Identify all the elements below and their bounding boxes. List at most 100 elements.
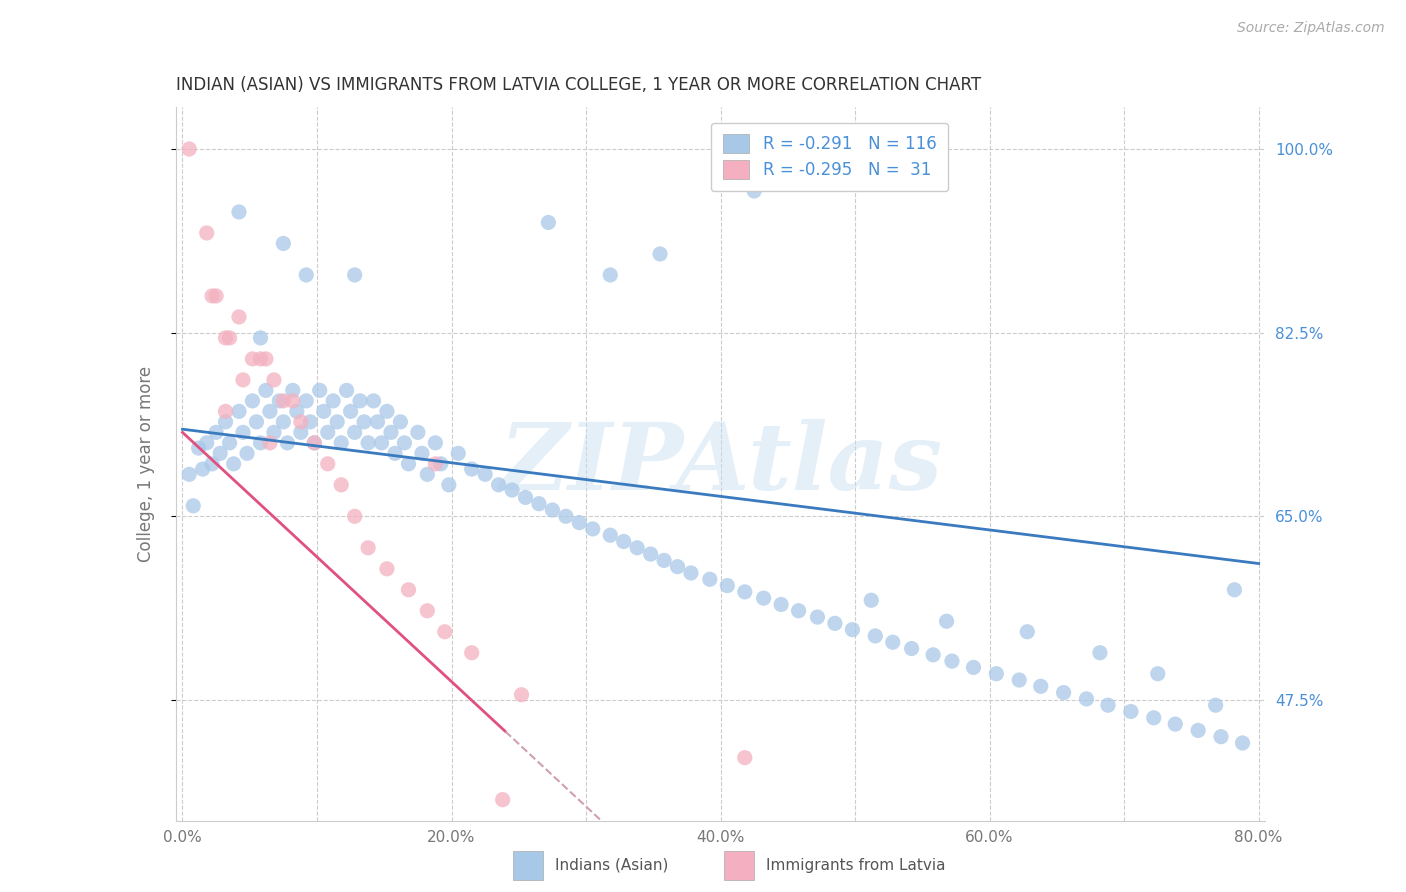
- Point: [447, 446, 470, 460]
- Point: [375, 404, 398, 418]
- Point: [375, 562, 398, 576]
- Point: [1232, 736, 1254, 750]
- Point: [281, 393, 304, 408]
- Point: [806, 610, 828, 624]
- Point: [249, 351, 271, 366]
- Point: [425, 457, 447, 471]
- Point: [394, 435, 416, 450]
- Point: [273, 393, 295, 408]
- Point: [416, 467, 439, 482]
- Point: [716, 578, 738, 592]
- Point: [541, 503, 564, 517]
- Point: [249, 331, 271, 345]
- Point: [316, 425, 339, 440]
- Point: [488, 478, 510, 492]
- Point: [308, 384, 330, 398]
- Point: [460, 646, 482, 660]
- Point: [343, 509, 366, 524]
- Point: [370, 435, 392, 450]
- Point: [752, 591, 775, 606]
- Point: [425, 435, 447, 450]
- Point: [666, 559, 689, 574]
- Point: [1008, 673, 1031, 687]
- Point: [336, 384, 359, 398]
- Point: [406, 425, 429, 440]
- Point: [1076, 692, 1098, 706]
- Point: [1088, 646, 1111, 660]
- Point: [860, 593, 883, 607]
- Point: [259, 404, 281, 418]
- Point: [398, 582, 420, 597]
- Point: [841, 623, 863, 637]
- Point: [285, 404, 308, 418]
- Point: [242, 351, 264, 366]
- Legend: R = -0.291   N = 116, R = -0.295   N =  31: R = -0.291 N = 116, R = -0.295 N = 31: [711, 122, 948, 191]
- Point: [269, 393, 291, 408]
- Text: Immigrants from Latvia: Immigrants from Latvia: [766, 858, 946, 872]
- Point: [218, 435, 240, 450]
- Point: [515, 491, 537, 505]
- Point: [648, 247, 671, 261]
- Point: [218, 331, 240, 345]
- Point: [273, 415, 295, 429]
- Point: [290, 415, 312, 429]
- Point: [295, 393, 318, 408]
- Point: [935, 614, 957, 628]
- Point: [254, 351, 277, 366]
- Point: [205, 425, 228, 440]
- Point: [263, 425, 285, 440]
- Point: [228, 310, 250, 324]
- Point: [209, 446, 232, 460]
- Point: [882, 635, 904, 649]
- Point: [191, 462, 214, 476]
- Point: [1187, 723, 1209, 738]
- Point: [1146, 666, 1168, 681]
- Point: [195, 435, 218, 450]
- Point: [1029, 679, 1052, 693]
- Point: [599, 268, 621, 282]
- Point: [429, 457, 451, 471]
- Point: [232, 425, 254, 440]
- Point: [1143, 711, 1166, 725]
- Bar: [724, 851, 754, 880]
- Point: [357, 435, 380, 450]
- Point: [626, 541, 648, 555]
- Point: [734, 585, 756, 599]
- Point: [640, 547, 662, 561]
- Point: [416, 604, 439, 618]
- Point: [228, 404, 250, 418]
- Point: [1209, 730, 1232, 744]
- Point: [1164, 717, 1187, 731]
- Point: [232, 373, 254, 387]
- Point: [527, 497, 550, 511]
- Bar: [513, 851, 543, 880]
- Point: [900, 641, 922, 656]
- Point: [205, 289, 228, 303]
- Point: [865, 629, 887, 643]
- Point: [962, 660, 984, 674]
- Point: [242, 393, 264, 408]
- Point: [349, 393, 371, 408]
- Point: [1017, 624, 1039, 639]
- Point: [1205, 698, 1227, 713]
- Point: [263, 373, 285, 387]
- Point: [339, 404, 361, 418]
- Point: [214, 331, 236, 345]
- Point: [290, 425, 312, 440]
- Point: [343, 425, 366, 440]
- Point: [411, 446, 433, 460]
- Point: [398, 457, 420, 471]
- Point: [501, 483, 523, 497]
- Point: [222, 457, 245, 471]
- Text: Indians (Asian): Indians (Asian): [555, 858, 669, 872]
- Text: INDIAN (ASIAN) VS IMMIGRANTS FROM LATVIA COLLEGE, 1 YEAR OR MORE CORRELATION CHA: INDIAN (ASIAN) VS IMMIGRANTS FROM LATVIA…: [176, 77, 981, 95]
- Point: [304, 435, 326, 450]
- Point: [295, 268, 318, 282]
- Point: [330, 435, 353, 450]
- Point: [652, 553, 675, 567]
- Point: [201, 289, 224, 303]
- Point: [214, 415, 236, 429]
- Point: [316, 457, 339, 471]
- Point: [824, 616, 846, 631]
- Point: [357, 541, 380, 555]
